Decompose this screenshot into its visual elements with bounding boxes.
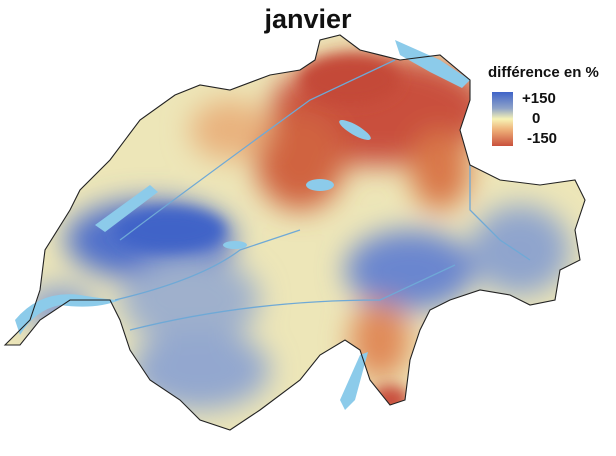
legend-mid-label: 0 xyxy=(532,110,541,127)
legend-title: différence en % xyxy=(488,64,599,81)
map-title: janvier xyxy=(264,4,352,34)
lake-lucerne xyxy=(306,179,334,191)
legend-min-label: -150 xyxy=(527,130,558,147)
lake-constance xyxy=(395,40,470,88)
rivers xyxy=(114,59,531,331)
legend-color-bar xyxy=(492,92,513,146)
lake-zurich xyxy=(339,120,371,140)
lake-geneva xyxy=(15,294,120,335)
lakes xyxy=(15,40,470,410)
lake-maggiore xyxy=(340,352,368,410)
lake-thun xyxy=(223,241,247,249)
lake-neuchatel xyxy=(95,185,158,232)
legend-max-label: +150 xyxy=(522,90,556,107)
